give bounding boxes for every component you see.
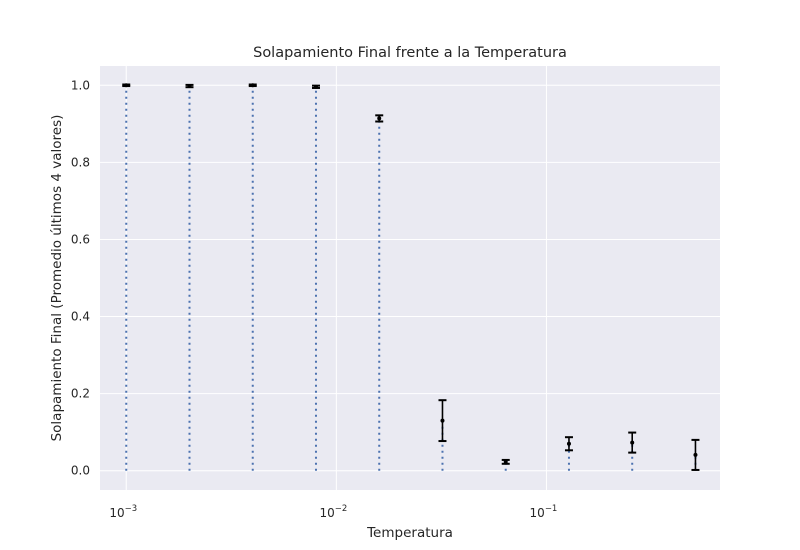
x-tick-label: 10−2 — [319, 504, 347, 520]
data-point — [377, 116, 382, 121]
y-axis-label: Solapamiento Final (Promedio últimos 4 v… — [49, 115, 65, 442]
y-tick-label: 0.0 — [71, 464, 90, 478]
y-tick-label: 0.4 — [71, 310, 90, 324]
y-tick-label: 1.0 — [71, 78, 90, 92]
x-axis-label: Temperatura — [366, 525, 453, 541]
plot-area — [100, 66, 720, 490]
grid-lines — [100, 66, 720, 490]
x-tick-label: 10−3 — [109, 504, 137, 520]
data-point — [124, 83, 129, 88]
y-tick-label: 0.8 — [71, 155, 90, 169]
data-point — [630, 440, 635, 445]
data-point — [503, 459, 508, 464]
y-axis-ticks: 0.0 0.2 0.4 0.6 0.8 1.0 — [71, 78, 90, 477]
x-tick-label: 10−1 — [530, 504, 558, 520]
data-point — [313, 84, 318, 89]
y-tick-label: 0.6 — [71, 232, 90, 246]
data-point — [566, 441, 571, 446]
y-tick-label: 0.2 — [71, 387, 90, 401]
data-point — [187, 84, 192, 89]
data-point — [440, 418, 445, 423]
chart-title: Solapamiento Final frente a la Temperatu… — [253, 45, 567, 61]
data-markers — [124, 83, 698, 464]
data-point — [693, 452, 698, 457]
data-point — [250, 83, 255, 88]
x-axis-ticks: 10−3 10−2 10−1 — [109, 504, 557, 520]
